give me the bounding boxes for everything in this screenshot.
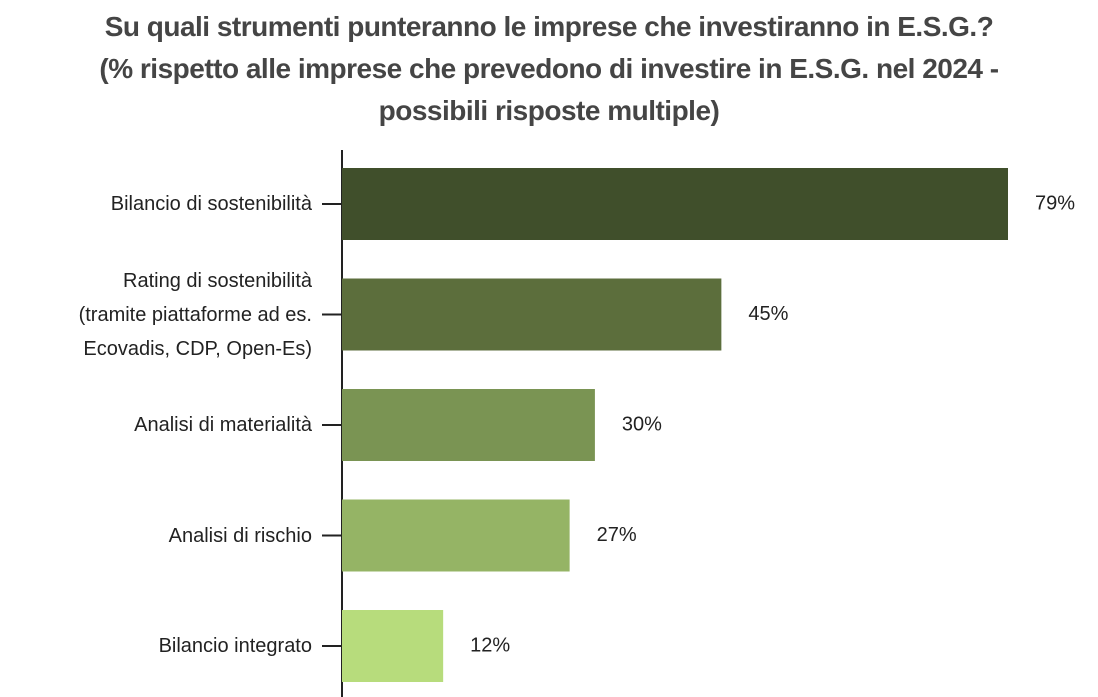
value-label: 12%	[470, 634, 510, 656]
category-label: Rating di sostenibilità (tramite piattaf…	[78, 269, 312, 360]
bar	[342, 168, 1008, 240]
value-label: 30%	[622, 413, 662, 435]
bar	[342, 389, 595, 461]
category-label: Analisi di rischio	[168, 524, 312, 547]
chart-title: Su quali strumenti punteranno le imprese…	[99, 11, 999, 126]
category-label: Analisi di materialità	[134, 414, 312, 436]
value-label: 27%	[597, 524, 637, 546]
category-label: Bilancio di sostenibilità	[110, 193, 312, 215]
value-label: 79%	[1035, 192, 1075, 214]
bar	[342, 499, 570, 572]
value-label: 45%	[748, 303, 788, 325]
bar	[342, 610, 444, 682]
bar	[342, 278, 722, 351]
category-label: Bilancio integrato	[158, 635, 312, 657]
